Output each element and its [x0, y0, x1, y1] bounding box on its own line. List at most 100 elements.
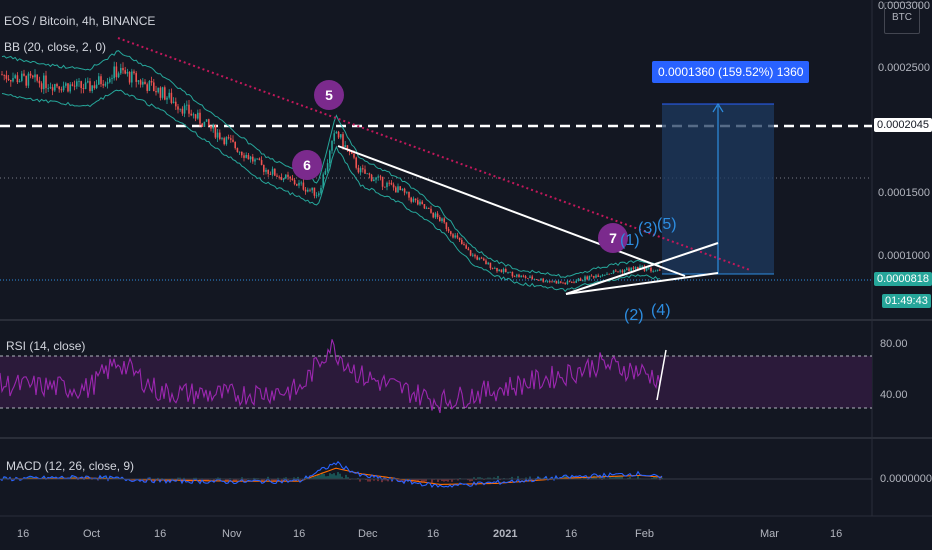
candle-body	[260, 160, 263, 165]
candle-body	[384, 186, 386, 188]
candle-body	[610, 273, 613, 274]
candle-body	[641, 265, 643, 267]
candle-body	[100, 76, 102, 85]
candle-body	[553, 280, 555, 282]
candle-body	[183, 105, 186, 114]
candle-body	[243, 155, 245, 158]
time-label: Nov	[222, 528, 242, 540]
candle-body	[595, 275, 597, 278]
candle-body	[423, 204, 426, 209]
triangle-upper-trendline[interactable]	[565, 242, 719, 295]
wave-label-2[interactable]: (2)	[624, 307, 644, 324]
candle-body	[313, 187, 316, 196]
candle-body	[513, 276, 516, 278]
candle-body	[485, 260, 487, 265]
triangle-lower-trendline[interactable]	[565, 272, 719, 295]
macd-title[interactable]: MACD (12, 26, close, 9)	[6, 459, 135, 473]
candle-body	[597, 275, 599, 277]
candle-body	[476, 256, 478, 260]
price-tick-top: 0.0003000	[878, 0, 930, 12]
rsi-title[interactable]: RSI (14, close)	[6, 339, 86, 353]
candle-body	[285, 174, 287, 179]
candle-body	[45, 75, 47, 89]
rsi-projection-line[interactable]	[656, 349, 667, 401]
candle-body	[645, 268, 648, 271]
time-label: 16	[830, 528, 843, 540]
candle-body	[201, 123, 203, 127]
candle-body	[142, 81, 144, 85]
candle-body	[397, 186, 399, 193]
wave-label-3[interactable]: (3)	[638, 220, 658, 237]
candle-body	[155, 91, 157, 93]
candle-body	[56, 84, 58, 87]
candle-body	[544, 281, 547, 283]
wave-6-badge[interactable]: 6	[292, 150, 322, 180]
candle-body	[441, 218, 443, 222]
symbol-title[interactable]: EOS / Bitcoin, 4h, BINANCE	[4, 14, 156, 28]
candle-body	[245, 155, 247, 158]
candle-body	[93, 85, 96, 89]
candle-body	[106, 82, 109, 84]
candle-body	[49, 87, 52, 89]
candle-body	[628, 268, 630, 271]
candle-body	[216, 132, 219, 138]
candle-body	[533, 279, 536, 280]
candle-body	[406, 191, 408, 193]
candle-body	[304, 189, 307, 192]
wave-label-1[interactable]: (1)	[620, 232, 640, 249]
candle-body	[318, 193, 320, 196]
candle-body	[555, 280, 558, 284]
candle-body	[133, 71, 135, 74]
candle-body	[137, 80, 140, 82]
wave-label-5[interactable]: (5)	[657, 216, 677, 233]
candle-body	[40, 83, 43, 90]
long-position-label[interactable]: 0.0001360 (159.52%) 1360	[652, 61, 810, 83]
wedge-upper-trendline[interactable]	[337, 145, 686, 277]
candle-body	[577, 278, 580, 281]
candle-body	[320, 187, 322, 194]
candle-body	[606, 273, 608, 275]
candle-body	[571, 282, 573, 283]
rsi-tick-40: 40.00	[880, 389, 908, 401]
bb-indicator-label[interactable]: BB (20, close, 2, 0)	[4, 40, 107, 54]
candle-body	[461, 240, 463, 245]
candle-body	[489, 262, 492, 269]
time-label: Dec	[358, 528, 378, 540]
currency-badge[interactable]: BTC	[884, 2, 920, 34]
candle-body	[269, 173, 272, 175]
candle-body	[494, 267, 496, 269]
candle-body	[258, 158, 261, 161]
candle-body	[236, 148, 239, 153]
candle-body	[575, 280, 577, 283]
wave-5-badge[interactable]: 5	[314, 80, 344, 110]
candle-body	[210, 125, 212, 129]
candle-body	[234, 141, 236, 149]
time-label: Oct	[83, 528, 101, 540]
price-tick-1500: 0.0001500	[878, 187, 930, 199]
wave-7-badge[interactable]: 7	[598, 223, 628, 253]
candle-body	[465, 245, 467, 249]
candle-body	[124, 70, 126, 74]
candle-body	[353, 153, 355, 158]
candle-body	[474, 254, 476, 257]
hline-price-tag[interactable]: 0.0002045	[874, 118, 932, 132]
candle-body	[511, 271, 514, 277]
candle-body	[166, 97, 168, 100]
candle-body	[128, 71, 131, 83]
candle-body	[502, 269, 505, 273]
wave-label-4[interactable]: (4)	[651, 302, 671, 319]
candle-body	[507, 271, 509, 273]
candle-body	[102, 84, 104, 86]
candle-body	[546, 280, 549, 282]
candle-body	[373, 179, 375, 182]
candle-body	[177, 106, 179, 110]
candle-body	[168, 92, 170, 98]
candle-body	[430, 208, 432, 213]
candle-body	[144, 81, 146, 85]
candle-body	[18, 80, 21, 83]
candle-body	[509, 271, 511, 273]
bollinger-bands	[1, 50, 661, 292]
candle-body	[120, 67, 122, 74]
descending-trendline-dotted[interactable]	[117, 37, 751, 271]
